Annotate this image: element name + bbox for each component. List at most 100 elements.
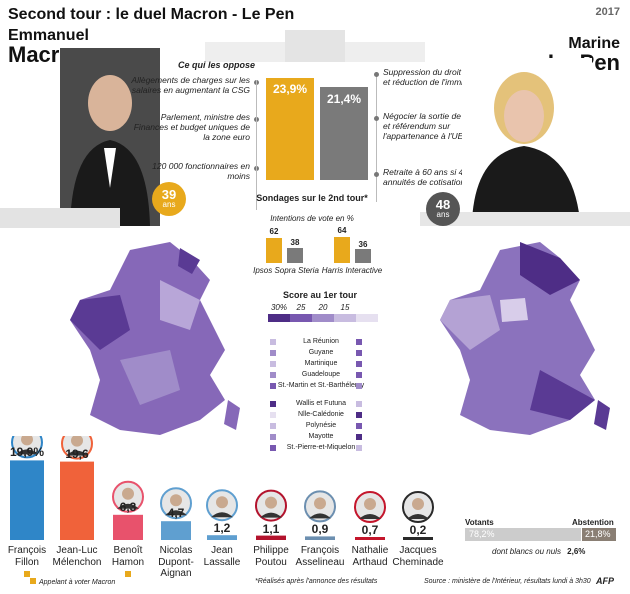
- territory-name: Guyane: [308, 349, 334, 356]
- legend-step: 25: [296, 303, 306, 312]
- candidate-name: Jacques Cheminade: [392, 545, 444, 568]
- supports-macron-marker: [125, 571, 131, 577]
- avatar-face: [170, 494, 182, 507]
- legend-title: Score au 1er tour: [282, 290, 358, 300]
- supports-macron-marker: [24, 571, 30, 577]
- result-value: 1,2: [213, 521, 231, 536]
- lepen-age: 48: [435, 197, 451, 212]
- legend-scale: [268, 314, 378, 322]
- blank-votes-label: dont blancs ou nuls: [492, 547, 561, 556]
- votants-label: Votants: [465, 518, 494, 527]
- territory-name: Guadeloupe: [301, 371, 341, 378]
- votants-bar: 78,2%: [465, 528, 581, 541]
- result-value: 0,2: [409, 523, 427, 537]
- result-bar: [113, 514, 143, 540]
- avatar-shoulders: [407, 514, 429, 519]
- result-value: 0,9: [311, 522, 329, 537]
- abstention-value: 21,8%: [585, 529, 611, 539]
- avatar-face: [364, 498, 376, 510]
- territory-lepen-swatch: [356, 445, 362, 451]
- avatar-face: [314, 497, 326, 510]
- page-title: Second tour : le duel Macron - Le Pen: [8, 6, 295, 23]
- territory-macron-swatch: [270, 383, 276, 389]
- poll-1-lepen-bar: [287, 248, 303, 263]
- macron-argument-2: Parlement, ministre des Finances et budg…: [133, 112, 250, 142]
- avatar-face: [71, 436, 83, 447]
- blank-votes: dont blancs ou nuls 2,6%: [492, 547, 585, 556]
- poll-1-lepen: 38: [290, 238, 300, 247]
- poll-2-name: Harris Interactive: [321, 266, 383, 275]
- poll-1-name: Ipsos Sopra Steria: [253, 266, 319, 275]
- territory-macron-swatch: [270, 401, 276, 407]
- lepen-argument-2: Négocier la sortie de l'euro et référend…: [383, 111, 484, 141]
- lepen-age-unit: ans: [436, 210, 450, 219]
- candidate-name: François Asselineau: [295, 545, 345, 568]
- avatar-shoulders: [117, 503, 139, 509]
- poll-2-macron-bar: [334, 237, 350, 263]
- avatar-face: [412, 498, 424, 510]
- lepen-argument-3: Retraite à 60 ans si 40 annuités de coti…: [383, 167, 469, 187]
- result-value: 19,9%: [9, 445, 45, 460]
- territory-name: St.-Pierre-et-Miquelon: [286, 444, 356, 451]
- bullet-dot: [374, 172, 379, 177]
- legend-step: 20: [318, 303, 328, 312]
- macron-first-name: Emmanuel: [8, 27, 89, 44]
- macron-desk: [0, 208, 120, 228]
- result-bar: [403, 537, 433, 540]
- avatar-shoulders: [211, 512, 233, 518]
- territory-name: Wallis et Futuna: [296, 400, 346, 407]
- territory-lepen-swatch: [356, 372, 362, 378]
- candidate-name: Philippe Poutou: [253, 545, 289, 568]
- palace-outline: [205, 30, 425, 62]
- macron-argument-3: 120 000 fonctionnaires en moins: [152, 161, 250, 181]
- macron-age-unit: ans: [162, 200, 176, 209]
- lepen-desk: [420, 212, 630, 226]
- lepen-photo: [462, 58, 592, 220]
- macron-photo: [60, 48, 160, 226]
- poll-2-macron: 64: [337, 226, 347, 235]
- result-bar: [10, 460, 44, 540]
- territory-macron-swatch: [270, 361, 276, 367]
- macron-age: 39: [161, 187, 177, 202]
- divider: [376, 72, 377, 202]
- territory-macron-swatch: [270, 412, 276, 418]
- votants-value: 78,2%: [469, 529, 495, 539]
- macron-map: [70, 242, 240, 435]
- agency-logo: AFP: [596, 576, 614, 586]
- macron-argument-1: Allègements de charges sur les salaires …: [131, 75, 250, 95]
- divider: [256, 80, 257, 210]
- macron-score: 23,9%: [272, 82, 308, 96]
- election-logo: 2017: [595, 6, 620, 18]
- lepen-score-bar: [320, 87, 368, 180]
- territory-macron-swatch: [270, 372, 276, 378]
- result-value: 4,7: [167, 506, 185, 521]
- macron-age-badge: 39 ans: [152, 182, 186, 216]
- avatar-face: [122, 487, 134, 500]
- result-bar: [161, 521, 191, 540]
- poll-2-lepen-bar: [355, 249, 371, 263]
- avatar-shoulders: [66, 450, 88, 456]
- macron-silhouette: [60, 48, 160, 226]
- lepen-silhouette: [462, 58, 592, 220]
- lepen-argument-1: Suppression du droit du sol et réduction…: [383, 67, 490, 87]
- bullet-dot: [374, 116, 379, 121]
- result-bar: [256, 535, 286, 540]
- avatar-face: [265, 496, 277, 509]
- result-value: 1,1: [262, 521, 280, 536]
- avatar-shoulders: [260, 512, 282, 518]
- territory-lepen-swatch: [356, 412, 362, 418]
- candidate-name: Nathalie Arthaud: [351, 545, 389, 568]
- poll-1-macron-bar: [266, 238, 282, 263]
- avatar-shoulders: [16, 449, 38, 455]
- territory-lepen-swatch: [356, 423, 362, 429]
- territory-lepen-swatch: [356, 361, 362, 367]
- result-bar: [355, 537, 385, 540]
- territory-lepen-swatch: [356, 383, 362, 389]
- territory-macron-swatch: [270, 423, 276, 429]
- source: Source : ministère de l'Intérieur, résul…: [424, 578, 591, 585]
- note-polls: *Réalisés après l'annonce des résultats: [255, 578, 378, 585]
- candidate-name: Benoît Hamon: [111, 545, 145, 568]
- territory-name: Mayotte: [308, 433, 334, 440]
- territory-name: Martinique: [304, 360, 338, 367]
- avatar-shoulders: [359, 514, 381, 519]
